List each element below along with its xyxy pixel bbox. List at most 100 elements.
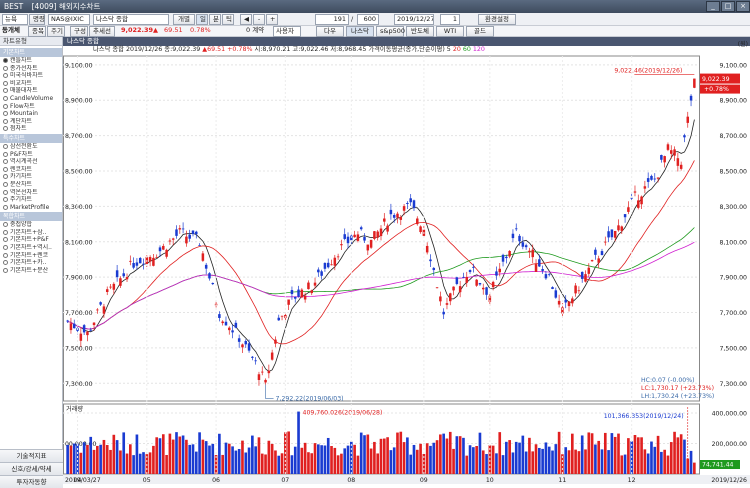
sidebar-item[interactable]: Flow차트 [0,103,62,111]
radio-icon[interactable] [3,95,8,101]
month-tick-label: 06 [212,477,220,484]
radio-icon[interactable] [3,118,8,124]
candle-body [650,175,653,180]
period-day[interactable]: 일 [196,14,208,25]
indicator-button[interactable]: 기술적지표 [0,449,63,462]
radio-icon[interactable] [3,197,8,203]
sidebar-item[interactable]: 비교차트 [0,80,62,88]
radio-icon[interactable] [3,103,8,109]
sidebar-group-0[interactable]: 기본차트 [0,48,62,57]
trendline-button[interactable]: 추세선 [89,26,115,37]
candle-body [148,257,152,262]
radio-icon[interactable] [3,245,8,251]
radio-icon[interactable] [3,88,8,94]
chart-area[interactable]: 나스닥 종합 나스닥 종합 2019/12/26 종:9,022.39 ▲69.… [63,37,750,488]
sidebar-item[interactable]: MarketProfile [0,204,62,212]
quick-sp500[interactable]: s&p500 [376,26,405,37]
date-input[interactable]: 2019/12/27 [394,14,434,25]
sidebar-item[interactable]: P&F차트 [0,151,62,159]
radio-icon[interactable] [3,65,8,71]
minimize-icon[interactable]: _ [706,1,720,12]
period-tick[interactable]: 틱 [222,14,234,25]
candle-body [89,329,92,331]
scroll-left-icon[interactable]: ◀ [240,14,252,25]
radio-icon[interactable] [3,58,8,63]
sidebar-item[interactable]: 중첩양합 [0,221,62,229]
candle-body [185,236,188,244]
sidebar-item[interactable]: 기본차트+카.. [0,259,62,267]
user-select[interactable]: 사용자 [273,26,301,37]
sidebar-item[interactable]: 캔들차트 [0,57,62,65]
radio-icon[interactable] [3,189,8,195]
radio-icon[interactable] [3,151,8,157]
candle-body [399,216,403,220]
sidebar-item[interactable]: 분산차트 [0,181,62,189]
radio-icon[interactable] [3,143,8,149]
candle-body [366,244,370,251]
quick-nasdaq[interactable]: 나스닥 [346,26,374,37]
radio-icon[interactable] [3,267,8,273]
month-tick-label: 08 [347,477,355,484]
price-chart-svg[interactable]: (원) 9,100.00 9,100.00 8,900.00 8,900.00 8,700… [63,37,750,488]
sidebar-item[interactable]: 기본차트+분산 [0,267,62,275]
sidebar-item[interactable]: 카기차트 [0,173,62,181]
count-input[interactable]: 191 [315,14,349,25]
sidebar-group-2[interactable]: 복합차트 [0,212,62,222]
radio-icon[interactable] [3,126,8,132]
layout-button[interactable]: 구성 [70,26,88,37]
item-button[interactable]: 종목 [28,26,46,37]
maximize-icon[interactable]: □ [721,1,735,12]
sidebar-item[interactable]: 기본차트+역시.. [0,244,62,252]
interval-select[interactable]: 1 [440,14,460,25]
signal-button[interactable]: 신호/강세/약세 [0,462,63,475]
sidebar-item[interactable]: 기본차트+렌코 [0,252,62,260]
sidebar-item[interactable]: 삼선전환도 [0,143,62,151]
radio-icon[interactable] [3,260,8,266]
sidebar-item[interactable]: 기본차트+P&F [0,236,62,244]
symbol-input[interactable]: NAS@IXIC [48,14,90,25]
quick-dow[interactable]: 다우 [316,26,344,37]
radio-icon[interactable] [3,237,8,243]
month-tick-label: 05 [143,477,151,484]
sidebar-item[interactable]: 렌코차트 [0,166,62,174]
quick-wti[interactable]: WTI [436,26,464,37]
zoom-in-icon[interactable]: + [266,14,278,25]
total-input[interactable]: 600 [357,14,379,25]
radio-icon[interactable] [3,252,8,258]
period-button[interactable]: 주기 [47,26,65,37]
radio-icon[interactable] [3,111,8,117]
quick-gold[interactable]: 골드 [466,26,494,37]
zoom-out-icon[interactable]: - [253,14,265,25]
sidebar-item[interactable]: Mountain [0,110,62,118]
close-icon[interactable]: × [736,1,750,12]
radio-icon[interactable] [3,229,8,235]
sidebar-item[interactable]: 점차트 [0,125,62,133]
period-individual[interactable]: 개별 [173,14,195,25]
radio-icon[interactable] [3,174,8,180]
sidebar-item[interactable]: 계단차트 [0,118,62,126]
radio-icon[interactable] [3,80,8,86]
radio-icon[interactable] [3,73,8,79]
sidebar-item[interactable]: 역온선차트 [0,189,62,197]
sidebar-group-1[interactable]: 특수차트 [0,133,62,143]
sidebar-item[interactable]: CandleVolume [0,95,62,103]
period-minute[interactable]: 분 [209,14,221,25]
quick-semiconductor[interactable]: 반도체 [406,26,434,37]
candle-body [326,262,330,268]
radio-icon[interactable] [3,159,8,165]
market-select[interactable]: 뉴욕 [2,14,28,25]
command-button[interactable]: 명령 [29,14,45,25]
radio-icon[interactable] [3,204,8,210]
sidebar-item[interactable]: 주기차트 [0,196,62,204]
radio-icon[interactable] [3,222,8,228]
sidebar-item[interactable]: 종가선차트 [0,65,62,73]
sidebar-item-label: 주기차트 [10,196,33,204]
radio-icon[interactable] [3,181,8,187]
radio-icon[interactable] [3,166,8,172]
sidebar-item[interactable]: 기본차트+삼.. [0,229,62,237]
investor-button[interactable]: 투자자동향 [0,475,63,488]
settings-button[interactable]: 환경설정 [478,14,516,25]
sidebar-item[interactable]: 역시계곡선 [0,158,62,166]
sidebar-item[interactable]: 미국식바차트 [0,72,62,80]
sidebar-item[interactable]: 매물대차트 [0,87,62,95]
